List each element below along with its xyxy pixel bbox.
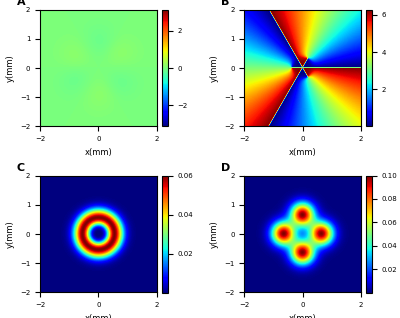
X-axis label: x(mm): x(mm) (84, 314, 112, 318)
Text: D: D (221, 163, 230, 173)
Text: B: B (221, 0, 229, 7)
X-axis label: x(mm): x(mm) (289, 314, 316, 318)
X-axis label: x(mm): x(mm) (84, 148, 112, 157)
Y-axis label: y(mm): y(mm) (5, 54, 14, 82)
X-axis label: x(mm): x(mm) (289, 148, 316, 157)
Text: A: A (17, 0, 25, 7)
Y-axis label: y(mm): y(mm) (210, 54, 219, 82)
Y-axis label: y(mm): y(mm) (210, 220, 219, 248)
Y-axis label: y(mm): y(mm) (5, 220, 14, 248)
Text: C: C (17, 163, 25, 173)
